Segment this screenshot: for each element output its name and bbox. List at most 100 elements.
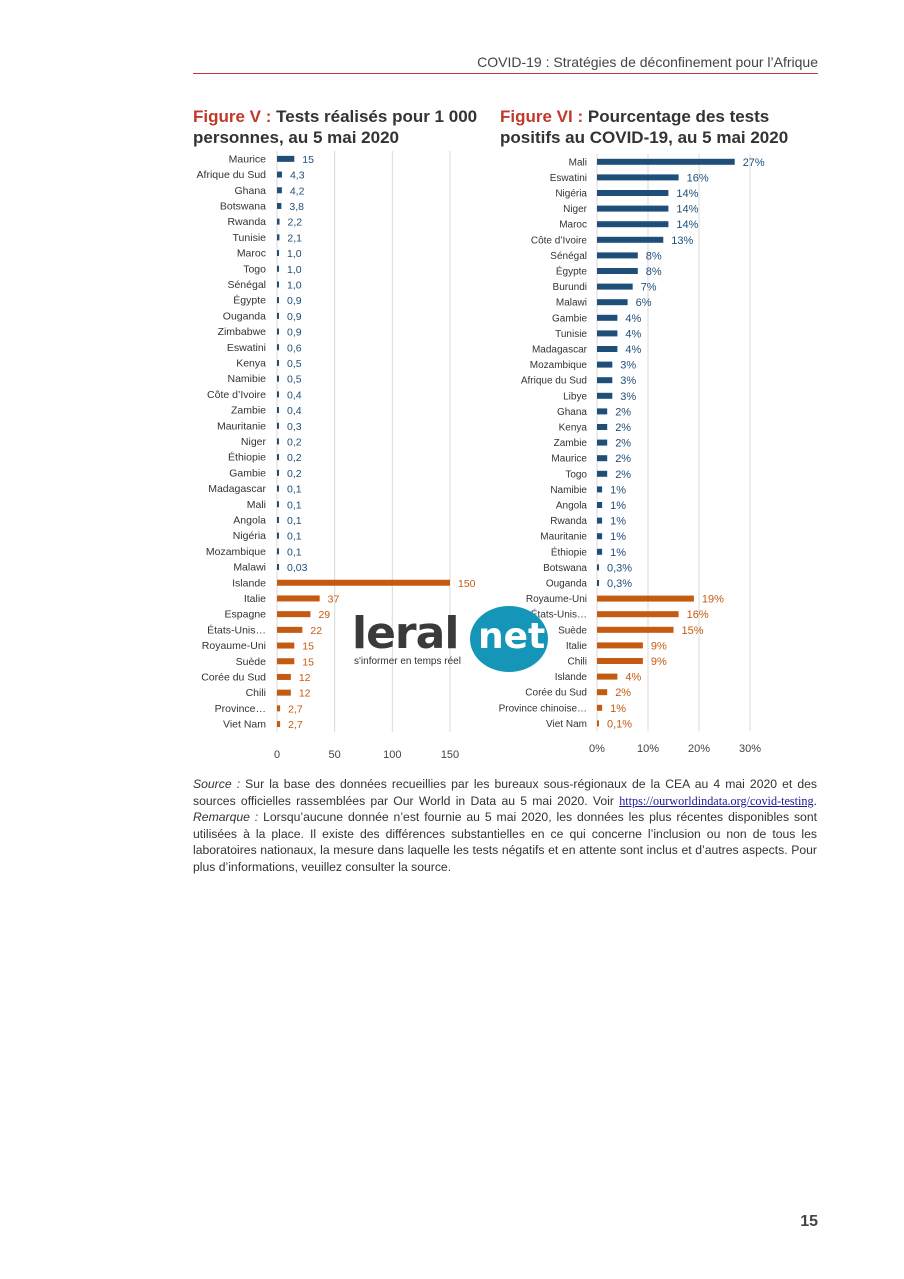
fig5-bar (277, 611, 311, 618)
fig6-bar (597, 361, 613, 368)
fig6-bar (597, 642, 643, 649)
fig5-bar (277, 516, 279, 523)
fig5-category-label: Togo (243, 263, 266, 275)
fig6-data-label: 2% (615, 469, 631, 481)
fig5-data-label: 15 (302, 641, 314, 653)
fig5-data-label: 4,2 (290, 185, 305, 197)
fig5-category-label: Botswana (220, 200, 266, 212)
fig6-data-label: 15% (682, 625, 704, 637)
fig5-bar (277, 454, 279, 461)
fig6-bar (597, 439, 608, 446)
fig6-bar (597, 689, 608, 696)
fig5-category-label: Malawi (233, 562, 266, 574)
fig6-bar (597, 174, 679, 181)
fig6-data-label: 2% (615, 422, 631, 434)
fig5-bar (277, 564, 279, 571)
fig6-bar (597, 408, 608, 415)
fig5-category-label: Tunisie (233, 232, 267, 244)
fig6-bar (597, 283, 633, 290)
fig5-data-label: 0,1 (287, 515, 302, 527)
fig6-category-label: Maurice (551, 454, 587, 465)
watermark-tagline: s'informer en temps réel (354, 656, 461, 667)
fig5-bar (277, 344, 279, 351)
fig6-category-label: Tunisie (555, 329, 587, 340)
fig5-category-label: Namibie (227, 373, 266, 385)
fig6-bar (597, 236, 664, 243)
fig5-data-label: 0,3 (287, 421, 302, 433)
fig6-bar (597, 658, 643, 664)
fig6-bar (597, 564, 599, 571)
fig5-bar (277, 673, 291, 680)
fig5-data-label: 2,7 (288, 719, 303, 731)
fig5-data-label: 0,9 (287, 327, 302, 339)
fig6-data-label: 14% (676, 219, 698, 231)
fig6-bar (597, 190, 669, 196)
fig5-x-tick-label: 100 (383, 749, 401, 761)
fig5-bar (277, 642, 295, 649)
fig6-data-label: 3% (620, 391, 636, 403)
fig5-data-label: 2,1 (287, 232, 302, 244)
fig5-bar (277, 218, 280, 225)
fig5-bar (277, 438, 279, 445)
fig6-bar (597, 611, 679, 618)
fig5-x-tick-label: 150 (441, 749, 459, 761)
fig6-bar (597, 533, 603, 540)
fig6-category-label: Chili (568, 657, 587, 668)
figure-notes: Source : Sur la base des données recueil… (193, 776, 817, 875)
fig5-bar (277, 171, 282, 178)
fig6-bar (597, 268, 638, 274)
fig6-data-label: 14% (676, 204, 698, 216)
fig5-data-label: 0,9 (287, 311, 302, 323)
remark-label: Remarque : (193, 810, 259, 824)
fig6-category-label: Sénégal (550, 251, 587, 262)
fig6-bar (597, 424, 608, 430)
fig5-bar (277, 234, 280, 241)
fig5-data-label: 0,5 (287, 358, 302, 370)
fig5-data-label: 150 (458, 578, 476, 590)
fig6-bar (597, 720, 599, 727)
fig5-category-label: Mauritanie (217, 420, 266, 432)
fig6-category-label: Kenya (559, 423, 588, 434)
fig5-data-label: 15 (302, 656, 314, 668)
source-link[interactable]: https://ourworldindata.org/covid-testing (619, 793, 814, 808)
fig6-data-label: 27% (743, 157, 765, 169)
fig5-category-label: Ouganda (223, 310, 266, 322)
fig6-bar (597, 252, 638, 259)
fig6-x-tick-label: 10% (637, 743, 659, 755)
fig6-bar (597, 455, 608, 462)
running-header: COVID-19 : Stratégies de déconfinement p… (477, 54, 818, 70)
fig5-data-label: 1,0 (287, 248, 302, 260)
fig5-category-label: Eswatini (227, 342, 266, 354)
fig5-bar (277, 422, 279, 429)
fig6-data-label: 0,3% (607, 578, 632, 590)
figure5-title: Figure V : Tests réalisés pour 1 000 per… (193, 106, 483, 148)
fig6-bar (597, 346, 618, 352)
fig5-category-label: Viet Nam (223, 719, 266, 731)
fig6-bar (597, 299, 628, 306)
fig5-bar (277, 407, 279, 414)
fig6-category-label: Ouganda (546, 579, 588, 590)
fig6-category-label: Madagascar (532, 345, 588, 356)
charts-canvas: 0 50 100 150 Maurice 15 Afrique du Sud 4,3 Ghana… (197, 151, 765, 761)
fig5-category-label: Mozambique (206, 546, 266, 558)
fig5-bar (277, 202, 282, 209)
watermark-brand: leral (352, 608, 459, 659)
fig5-data-label: 22 (310, 625, 322, 637)
fig6-category-label: Viet Nam (546, 719, 587, 730)
fig6-bar (597, 502, 603, 508)
fig6-data-label: 3% (620, 375, 636, 387)
header-rule (193, 73, 818, 74)
fig5-category-label: Ghana (234, 185, 266, 197)
fig6-category-label: Ghana (557, 407, 587, 418)
fig6-data-label: 1% (610, 500, 626, 512)
fig6-category-label: Suède (558, 625, 587, 636)
fig5-bar (277, 721, 281, 728)
fig6-category-label: Botswana (543, 563, 587, 574)
fig6-data-label: 1% (610, 516, 626, 528)
fig5-data-label: 12 (299, 672, 311, 684)
fig6-category-label: Mali (569, 157, 587, 168)
fig6-data-label: 16% (687, 609, 709, 621)
fig6-category-label: Zambie (554, 438, 588, 449)
fig5-category-label: Rwanda (227, 216, 266, 228)
fig5-data-label: 0,1 (287, 484, 302, 496)
